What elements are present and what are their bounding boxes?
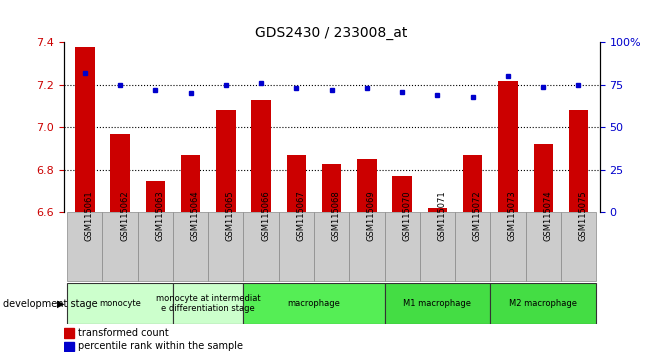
Bar [243, 283, 385, 324]
Bar [103, 212, 138, 281]
Text: M2 macrophage: M2 macrophage [509, 299, 578, 308]
Bar [561, 212, 596, 281]
Bar [216, 110, 236, 212]
Text: development stage: development stage [3, 298, 98, 309]
Bar [251, 100, 271, 212]
Bar [569, 110, 588, 212]
Text: GSM115071: GSM115071 [438, 190, 446, 241]
Bar [393, 176, 412, 212]
Text: monocyte at intermediat
e differentiation stage: monocyte at intermediat e differentiatio… [156, 294, 261, 313]
Bar [138, 212, 173, 281]
Bar [385, 283, 490, 324]
Text: GSM115069: GSM115069 [367, 190, 376, 241]
Text: macrophage: macrophage [287, 299, 340, 308]
Bar [111, 134, 130, 212]
Text: GSM115064: GSM115064 [190, 190, 200, 241]
Bar [64, 329, 74, 338]
Bar [173, 283, 243, 324]
Bar [243, 212, 279, 281]
Bar [173, 212, 208, 281]
Bar [533, 144, 553, 212]
Bar [67, 212, 103, 281]
Text: GSM115067: GSM115067 [296, 190, 306, 241]
Text: GSM115074: GSM115074 [543, 190, 552, 241]
Text: GSM115063: GSM115063 [155, 190, 164, 241]
Bar [498, 81, 518, 212]
Text: GSM115066: GSM115066 [261, 190, 270, 241]
Bar [322, 164, 341, 212]
Bar [145, 181, 165, 212]
Text: M1 macrophage: M1 macrophage [403, 299, 472, 308]
Bar [181, 155, 200, 212]
Bar [420, 212, 455, 281]
Bar [208, 212, 243, 281]
Text: transformed count: transformed count [78, 328, 169, 338]
Title: GDS2430 / 233008_at: GDS2430 / 233008_at [255, 26, 408, 40]
Text: monocyte: monocyte [99, 299, 141, 308]
Text: GSM115075: GSM115075 [578, 190, 588, 241]
Text: GSM115068: GSM115068 [332, 190, 340, 241]
Text: ▶: ▶ [57, 298, 64, 309]
Text: GSM115073: GSM115073 [508, 190, 517, 241]
Bar [67, 283, 173, 324]
Bar [349, 212, 385, 281]
Text: GSM115072: GSM115072 [473, 190, 482, 241]
Bar [287, 155, 306, 212]
Text: GSM115061: GSM115061 [85, 190, 94, 241]
Bar [385, 212, 420, 281]
Text: GSM115062: GSM115062 [120, 190, 129, 241]
Bar [427, 208, 447, 212]
Text: GSM115065: GSM115065 [226, 190, 235, 241]
Bar [525, 212, 561, 281]
Text: GSM115070: GSM115070 [402, 190, 411, 241]
Bar [314, 212, 349, 281]
Text: percentile rank within the sample: percentile rank within the sample [78, 341, 243, 352]
Bar [463, 155, 482, 212]
Bar [455, 212, 490, 281]
Bar [490, 212, 525, 281]
Bar [279, 212, 314, 281]
Bar [490, 283, 596, 324]
Bar [357, 159, 377, 212]
Bar [64, 342, 74, 351]
Bar [75, 47, 94, 212]
